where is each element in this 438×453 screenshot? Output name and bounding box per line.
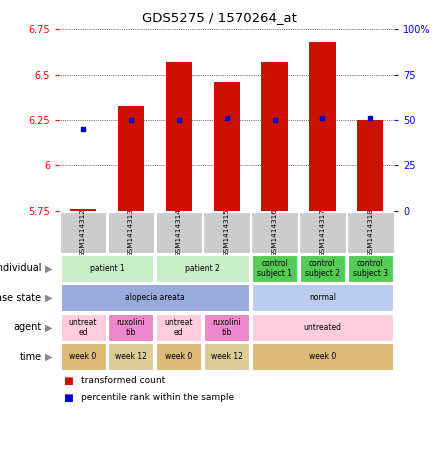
- Text: untreated: untreated: [304, 323, 341, 332]
- Text: GSM1414314: GSM1414314: [176, 208, 182, 256]
- Text: ▶: ▶: [45, 263, 53, 274]
- Bar: [204, 343, 249, 370]
- Bar: [261, 62, 288, 211]
- Bar: [60, 343, 106, 370]
- Bar: [252, 314, 393, 341]
- Text: patient 2: patient 2: [185, 264, 220, 273]
- Bar: [309, 42, 336, 211]
- Bar: [300, 255, 345, 282]
- Text: week 0: week 0: [165, 352, 192, 361]
- Text: week 0: week 0: [70, 352, 97, 361]
- Text: disease state: disease state: [0, 293, 42, 303]
- Bar: [109, 343, 153, 370]
- Text: week 0: week 0: [309, 352, 336, 361]
- Bar: [108, 212, 154, 253]
- Bar: [348, 255, 393, 282]
- Text: untreat
ed: untreat ed: [69, 318, 97, 337]
- Bar: [155, 212, 202, 253]
- Bar: [252, 284, 393, 311]
- Bar: [60, 314, 106, 341]
- Text: control
subject 1: control subject 1: [257, 259, 292, 278]
- Text: ruxolini
tib: ruxolini tib: [212, 318, 241, 337]
- Bar: [252, 343, 393, 370]
- Text: week 12: week 12: [211, 352, 243, 361]
- Bar: [60, 284, 249, 311]
- Bar: [203, 212, 250, 253]
- Text: GSM1414315: GSM1414315: [224, 208, 230, 256]
- Bar: [347, 212, 393, 253]
- Text: control
subject 3: control subject 3: [353, 259, 388, 278]
- Text: normal: normal: [309, 294, 336, 302]
- Text: ruxolini
tib: ruxolini tib: [117, 318, 145, 337]
- Text: time: time: [19, 352, 42, 362]
- Text: ▶: ▶: [45, 322, 53, 333]
- Text: GSM1414312: GSM1414312: [80, 208, 86, 256]
- Text: transformed count: transformed count: [81, 376, 165, 385]
- Text: patient 1: patient 1: [90, 264, 124, 273]
- Text: control
subject 2: control subject 2: [305, 259, 340, 278]
- Text: agent: agent: [14, 322, 42, 333]
- Text: ■: ■: [64, 376, 73, 386]
- Text: week 12: week 12: [115, 352, 147, 361]
- Bar: [109, 314, 153, 341]
- Bar: [251, 212, 298, 253]
- Text: percentile rank within the sample: percentile rank within the sample: [81, 393, 234, 402]
- Bar: [156, 314, 201, 341]
- Bar: [156, 255, 249, 282]
- Bar: [166, 62, 192, 211]
- Bar: [70, 209, 96, 211]
- Text: alopecia areata: alopecia areata: [125, 294, 185, 302]
- Text: untreat
ed: untreat ed: [165, 318, 193, 337]
- Bar: [252, 255, 297, 282]
- Bar: [357, 120, 383, 211]
- Text: GSM1414313: GSM1414313: [128, 208, 134, 256]
- Bar: [60, 212, 106, 253]
- Bar: [156, 343, 201, 370]
- Text: GDS5275 / 1570264_at: GDS5275 / 1570264_at: [141, 11, 297, 24]
- Text: ▶: ▶: [45, 352, 53, 362]
- Bar: [118, 106, 144, 211]
- Text: GSM1414316: GSM1414316: [272, 208, 278, 256]
- Text: ■: ■: [64, 393, 73, 403]
- Text: individual: individual: [0, 263, 42, 274]
- Bar: [204, 314, 249, 341]
- Text: GSM1414318: GSM1414318: [367, 208, 373, 256]
- Text: ▶: ▶: [45, 293, 53, 303]
- Text: GSM1414317: GSM1414317: [319, 208, 325, 256]
- Bar: [299, 212, 346, 253]
- Bar: [60, 255, 153, 282]
- Bar: [213, 82, 240, 211]
